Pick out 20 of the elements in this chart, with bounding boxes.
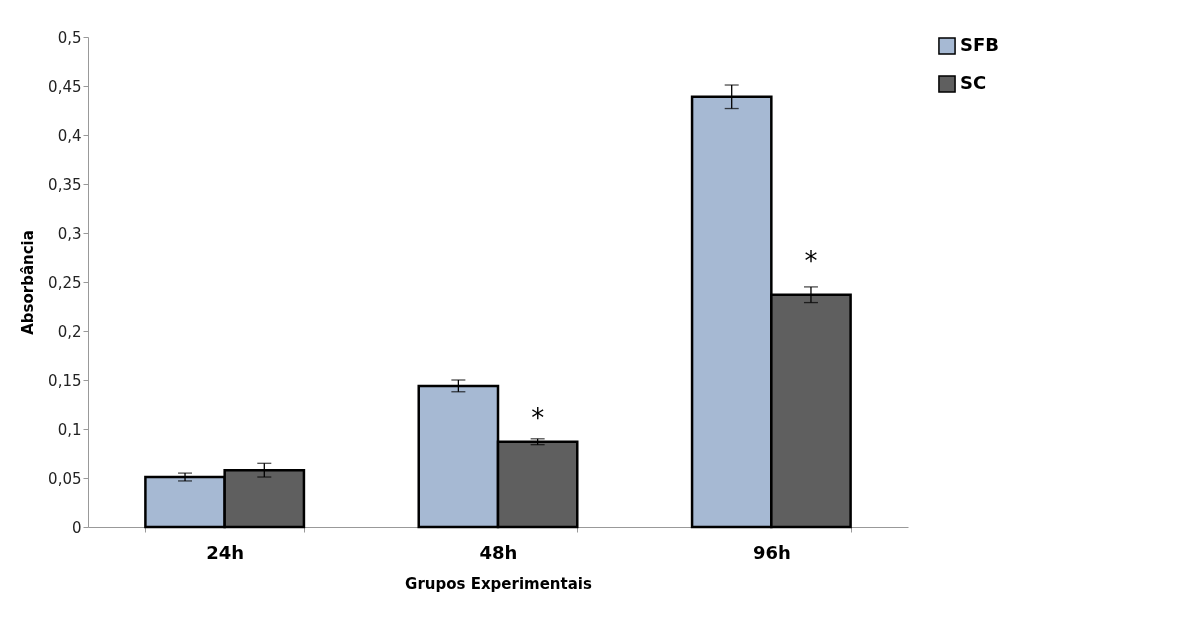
y-tick-label: 0,25 [48,273,82,292]
y-tick-label: 0,1 [57,420,82,439]
y-tick-label: 0,4 [57,126,82,145]
y-tick-label: 0,05 [48,469,82,488]
legend-label: SFB [960,34,999,55]
y-tick-label: 0,15 [48,371,82,390]
x-tick-label: 48h [479,541,518,563]
annotation: * [531,403,545,434]
y-axis-title: Absorbância [19,230,38,335]
legend-label: SC [960,72,987,93]
y-tick-label: 0,2 [57,322,82,341]
annotation: * [804,246,818,277]
y-tick-label: 0,45 [48,77,82,96]
x-axis-title: Grupos Experimentais [405,574,592,593]
y-tick-label: 0,5 [57,28,82,47]
x-tick-label: 24h [206,541,245,563]
y-tick-label: 0,3 [57,224,82,243]
y-tick-label: 0 [71,518,82,537]
y-tick-label: 0,35 [48,175,82,194]
x-tick-label: 96h [752,541,791,563]
